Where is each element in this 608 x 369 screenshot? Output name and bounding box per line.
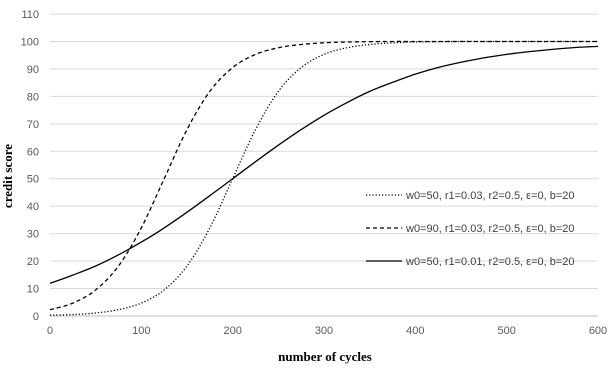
y-axis-title: credit score — [0, 144, 15, 208]
x-axis-ticks: 0 100 200 300 400 500 600 — [47, 325, 607, 337]
y-tick-label: 90 — [27, 64, 39, 76]
y-tick-label: 0 — [33, 311, 39, 323]
legend-label-2: w0=90, r1=0.03, r2=0.5, ε=0, b=20 — [405, 223, 575, 235]
y-tick-label: 20 — [27, 256, 39, 268]
x-tick-label: 200 — [223, 325, 241, 337]
x-tick-label: 400 — [406, 325, 424, 337]
x-tick-label: 600 — [589, 325, 607, 337]
series-line-2 — [49, 40, 598, 311]
y-tick-label: 80 — [27, 91, 39, 103]
legend: w0=50, r1=0.03, r2=0.5, ε=0, b=20 w0=90, … — [366, 190, 575, 268]
y-tick-label: 70 — [27, 119, 39, 131]
x-tick-label: 500 — [497, 325, 515, 337]
y-tick-label: 50 — [27, 174, 39, 186]
y-tick-label: 110 — [21, 9, 39, 21]
x-tick-label: 100 — [132, 325, 150, 337]
x-tick-label: 0 — [47, 325, 53, 337]
x-axis-title: number of cycles — [278, 349, 372, 364]
y-tick-label: 100 — [21, 36, 39, 48]
x-tick-label: 300 — [315, 325, 333, 337]
legend-label-1: w0=50, r1=0.03, r2=0.5, ε=0, b=20 — [405, 190, 575, 202]
y-tick-label: 40 — [27, 201, 39, 213]
y-tick-label: 10 — [27, 284, 39, 296]
series-line-3 — [49, 45, 599, 284]
y-tick-label: 30 — [27, 229, 39, 241]
series-line-1 — [49, 40, 598, 316]
legend-label-3: w0=50, r1=0.01, r2=0.5, ε=0, b=20 — [405, 256, 575, 268]
y-axis-ticks: 0 10 20 30 40 50 60 70 80 90 100 110 — [21, 9, 39, 323]
y-tick-label: 60 — [27, 146, 39, 158]
series-lines — [49, 40, 599, 316]
